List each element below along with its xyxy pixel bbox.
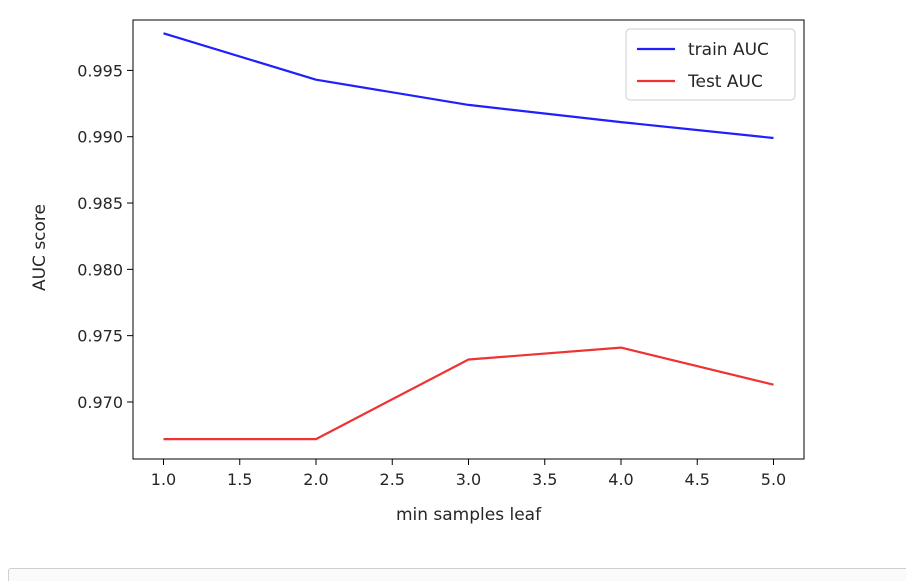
- x-tick-label: 3.0: [456, 470, 481, 489]
- legend-label: Test AUC: [687, 72, 763, 92]
- x-tick-label: 4.5: [685, 470, 710, 489]
- y-tick-label: 0.990: [77, 128, 123, 147]
- x-axis: 1.0 1.5 2.0 2.5 3.0 3.5 4.0 4.5 5.0: [151, 459, 786, 489]
- legend: train AUC Test AUC: [625, 28, 796, 101]
- x-tick-label: 5.0: [761, 470, 786, 489]
- y-tick-label: 0.975: [77, 327, 123, 346]
- plot-marks: [163, 32, 774, 441]
- x-tick-label: 1.0: [151, 470, 176, 489]
- x-tick-label: 1.5: [227, 470, 252, 489]
- next-cell-edge: [8, 568, 906, 581]
- legend-box: [625, 28, 796, 101]
- y-axis: 0.970 0.975 0.980 0.985 0.990 0.995: [77, 61, 133, 412]
- legend-label: train AUC: [688, 40, 769, 60]
- x-tick-label: 2.0: [303, 470, 328, 489]
- y-tick-label: 0.980: [77, 260, 123, 279]
- y-tick-label: 0.970: [77, 393, 123, 412]
- y-tick-label: 0.995: [77, 61, 123, 80]
- series-line-test-auc: [163, 346, 774, 441]
- x-tick-label: 3.5: [532, 470, 557, 489]
- x-tick-label: 4.0: [608, 470, 633, 489]
- x-axis-title: min samples leaf: [396, 505, 542, 525]
- y-axis-title: AUC score: [30, 204, 50, 291]
- y-tick-label: 0.985: [77, 194, 123, 213]
- x-tick-label: 2.5: [380, 470, 405, 489]
- series-line-train-auc: [163, 32, 774, 140]
